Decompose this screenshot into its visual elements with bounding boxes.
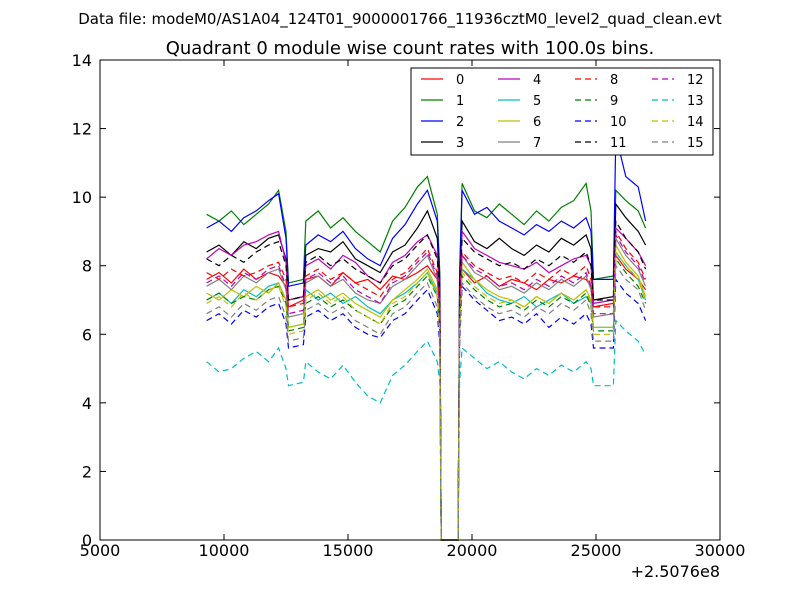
y-tick-label: 6	[82, 325, 92, 344]
series-line-9	[206, 257, 647, 541]
y-tick-label: 12	[72, 120, 92, 139]
series-line-6	[206, 242, 647, 541]
series-line-12	[206, 232, 647, 541]
legend-label-5: 5	[533, 94, 541, 109]
series-line-7	[206, 236, 647, 541]
legend-label-7: 7	[533, 136, 541, 151]
series-line-11	[206, 218, 647, 541]
series-line-14	[206, 250, 647, 541]
x-tick-label: 30000	[695, 541, 746, 560]
legend-label-4: 4	[533, 73, 541, 88]
legend-label-9: 9	[610, 94, 618, 109]
x-tick-label: 15000	[323, 541, 374, 560]
legend-label-13: 13	[687, 94, 704, 109]
legend-label-6: 6	[533, 115, 541, 130]
legend-label-12: 12	[687, 73, 704, 88]
x-tick-label: 5000	[80, 541, 121, 560]
series-line-1	[206, 175, 647, 541]
chart-title: Quadrant 0 module wise count rates with …	[166, 38, 655, 59]
legend-label-11: 11	[610, 136, 627, 151]
x-axis: 5000 10000 15000 20000 25000 30000	[80, 60, 746, 560]
y-tick-label: 4	[82, 394, 92, 413]
legend-label-1: 1	[456, 94, 464, 109]
legend-box	[410, 67, 714, 156]
series-line-10	[206, 277, 647, 541]
legend-label-14: 14	[687, 115, 704, 130]
y-tick-label: 10	[72, 188, 92, 207]
legend-label-2: 2	[456, 115, 464, 130]
x-offset-label: +2.5076e8	[631, 562, 720, 581]
series-line-13	[206, 319, 647, 541]
x-tick-label: 25000	[571, 541, 622, 560]
x-tick-label: 20000	[447, 541, 498, 560]
legend-label-10: 10	[610, 115, 627, 130]
legend-label-8: 8	[610, 73, 618, 88]
plot-area	[99, 59, 721, 541]
y-tick-label: 0	[82, 531, 92, 550]
x-tick-label: 10000	[199, 541, 250, 560]
legend-label-15: 15	[687, 136, 704, 151]
y-tick-label: 8	[82, 257, 92, 276]
figure-suptitle: Data file: modeM0/AS1A04_124T01_90000017…	[78, 10, 722, 29]
legend-label-0: 0	[456, 73, 464, 88]
axes-frame	[99, 59, 721, 541]
legend-label-3: 3	[456, 136, 464, 151]
series-line-8	[206, 229, 647, 541]
y-tick-label: 2	[82, 462, 92, 481]
series-line-3	[206, 202, 647, 541]
y-tick-label: 14	[72, 51, 92, 70]
series-line-2	[206, 135, 647, 541]
series-line-15	[206, 263, 647, 541]
